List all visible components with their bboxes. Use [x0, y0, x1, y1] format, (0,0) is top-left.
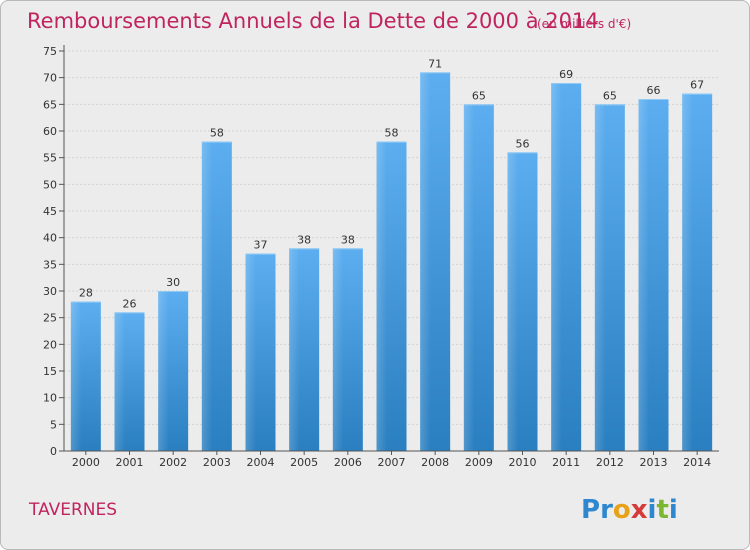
y-tick-label: 55	[43, 152, 57, 165]
x-axis-ticks: 2000 2001 2002 2003 2004 2005 2006 2007 2008 2009…	[72, 451, 711, 469]
value-label: 58	[210, 127, 224, 140]
bar-highlight	[158, 291, 169, 451]
bar-highlight	[420, 72, 431, 451]
bar-highlight	[682, 93, 693, 452]
chart-unit: (en milliers d'€)	[537, 17, 631, 31]
value-label: 56	[516, 137, 530, 150]
value-label: 30	[166, 276, 180, 289]
x-tick-label: 2000	[72, 456, 100, 469]
value-label: 58	[385, 127, 399, 140]
bar-highlight	[332, 248, 344, 451]
x-tick-label: 2011	[552, 456, 580, 469]
value-label: 38	[297, 233, 311, 246]
value-label: 28	[79, 287, 93, 300]
bar-highlight	[114, 312, 125, 451]
value-label: 71	[428, 57, 442, 70]
x-tick-label: 2012	[596, 456, 624, 469]
bar-highlight	[289, 248, 300, 451]
logo-text: Proxiti	[581, 495, 678, 525]
value-label: 67	[690, 79, 704, 92]
bar-highlight	[463, 104, 475, 451]
x-tick-label: 2007	[378, 456, 406, 469]
logo-letter: o	[613, 495, 631, 525]
x-tick-label: 2013	[640, 456, 668, 469]
value-label: 38	[341, 233, 355, 246]
bar-highlight	[70, 301, 82, 451]
x-tick-label: 2006	[334, 456, 362, 469]
x-tick-label: 2001	[116, 456, 144, 469]
y-tick-label: 15	[43, 365, 57, 378]
y-tick-label: 60	[43, 125, 57, 138]
bar-highlight	[245, 253, 256, 451]
logo-letter: P	[581, 495, 600, 525]
value-label: 65	[603, 89, 617, 102]
y-tick-label: 50	[43, 178, 57, 191]
logo-letter: r	[600, 495, 613, 525]
x-tick-label: 2002	[159, 456, 187, 469]
logo-letter: i	[669, 495, 678, 525]
y-tick-label: 30	[43, 285, 57, 298]
value-label: 65	[472, 89, 486, 102]
value-label: 69	[559, 68, 573, 81]
proxiti-logo: Proxiti	[581, 495, 678, 525]
bar-highlight	[507, 152, 518, 452]
x-tick-label: 2009	[465, 456, 493, 469]
y-tick-label: 65	[43, 98, 57, 111]
value-label: 66	[647, 84, 661, 97]
y-tick-label: 0	[50, 445, 57, 458]
bar-highlight	[201, 141, 213, 451]
y-tick-label: 70	[43, 72, 57, 85]
logo-letter: x	[631, 495, 648, 525]
y-tick-label: 40	[43, 232, 57, 245]
x-tick-label: 2008	[421, 456, 449, 469]
y-axis-ticks: 0 5 10 15 20 25 30 35 40 45 50 55 60 65 70 75	[43, 45, 64, 458]
x-tick-label: 2010	[509, 456, 537, 469]
logo-letter: t	[656, 495, 668, 525]
y-tick-label: 75	[43, 45, 57, 58]
bars	[70, 72, 713, 452]
bar-highlight	[594, 104, 606, 451]
bar-highlight	[638, 99, 649, 451]
x-tick-label: 2014	[683, 456, 711, 469]
y-tick-label: 10	[43, 392, 57, 405]
y-tick-label: 25	[43, 312, 57, 325]
chart-title: Remboursements Annuels de la Dette de 20…	[27, 9, 599, 33]
bar-highlight	[551, 83, 562, 451]
town-name: TAVERNES	[28, 500, 117, 520]
value-label: 26	[123, 297, 137, 310]
y-tick-label: 5	[50, 418, 57, 431]
y-tick-label: 35	[43, 258, 57, 271]
logo-letter: i	[648, 495, 657, 525]
x-tick-label: 2003	[203, 456, 231, 469]
bar-highlight	[376, 141, 387, 451]
x-tick-label: 2004	[247, 456, 275, 469]
y-tick-label: 45	[43, 205, 57, 218]
value-labels: 28 26 30 58 37 38 38 58 71 65 56 69 65 66 67	[79, 57, 704, 310]
value-label: 37	[254, 239, 268, 252]
y-tick-label: 20	[43, 338, 57, 351]
x-tick-label: 2005	[290, 456, 318, 469]
